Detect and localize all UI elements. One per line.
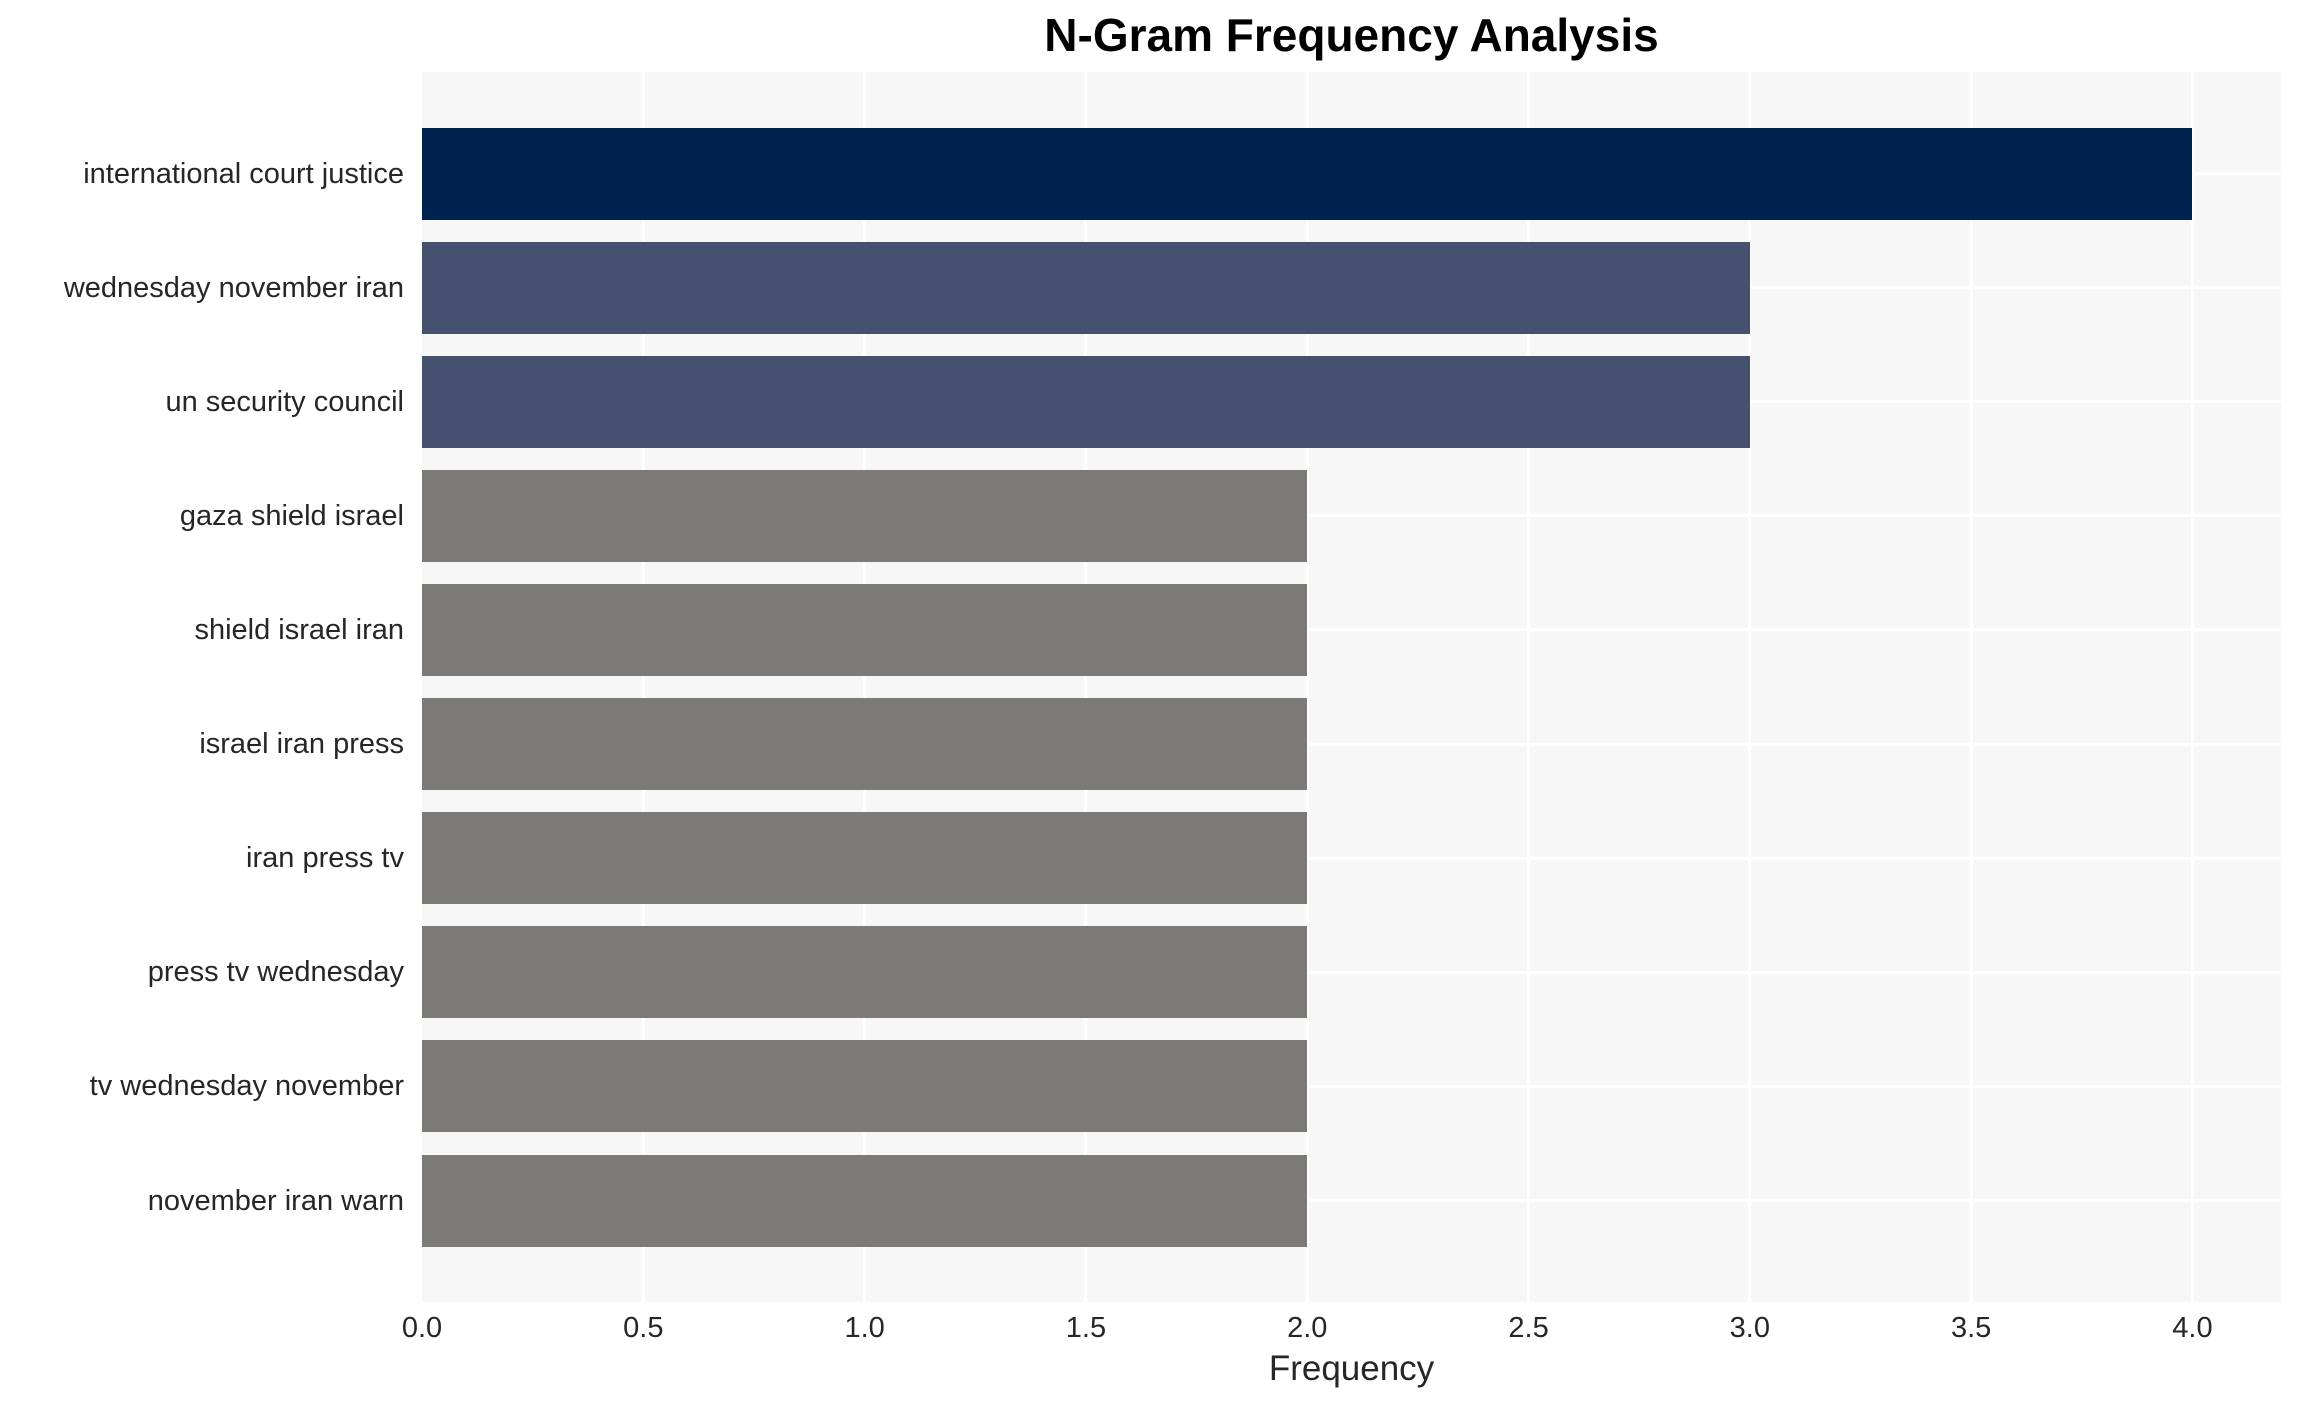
bar-shield-israel-iran [422,583,1308,676]
y-tick-label: un security council [165,385,404,418]
y-tick-label: iran press tv [246,842,404,875]
bar-un-security-council [422,355,1750,448]
x-axis-title: Frequency [1268,1349,1435,1388]
y-tick-label: press tv wednesday [147,956,404,989]
y-tick-label: november iran warn [147,1184,404,1217]
x-tick-label: 0.5 [623,1312,664,1344]
y-tick-label: shield israel iran [194,613,404,646]
horizontal-gridline [422,856,2281,860]
vertical-gridline [1969,72,1973,1302]
vertical-gridline [641,72,645,1302]
vertical-gridline [2190,72,2194,1302]
chart-title: N-Gram Frequency Analysis [1044,9,1659,61]
bar-november-iran-warn [422,1154,1308,1247]
vertical-gridline [1305,72,1309,1302]
x-tick-label: 1.0 [844,1312,885,1344]
x-tick-label: 3.5 [1950,1312,1992,1344]
y-tick-label: wednesday november iran [63,271,404,304]
y-tick-label: israel iran press [199,728,404,761]
horizontal-gridline [422,1199,2281,1202]
plot-area [422,72,2281,1302]
y-tick-label: international court justice [83,157,404,190]
horizontal-gridline [422,742,2281,746]
bar-press-tv-wednesday [422,926,1308,1019]
y-tick-label: gaza shield israel [179,499,404,532]
vertical-gridline [1084,72,1088,1302]
horizontal-gridline [422,970,2281,974]
vertical-gridline [1748,72,1752,1302]
y-tick-label: tv wednesday november [89,1070,404,1103]
x-tick-label: 2.0 [1287,1312,1328,1344]
bar-tv-wednesday-november [422,1040,1308,1133]
horizontal-gridline [422,1084,2281,1088]
horizontal-gridline [422,514,2281,518]
x-tick-label: 1.5 [1065,1312,1107,1344]
bar-wednesday-november-iran [422,241,1750,334]
vertical-gridline [1527,72,1531,1302]
bar-international-court-justice [422,127,2193,220]
x-tick-label: 4.0 [2172,1312,2213,1344]
bar-israel-iran-press [422,698,1308,791]
bar-gaza-shield-israel [422,469,1308,562]
x-tick-label: 3.0 [1729,1312,1771,1344]
x-tick-label: 2.5 [1508,1312,1549,1344]
horizontal-gridline [422,628,2281,632]
vertical-gridline [863,72,867,1302]
x-tick-label: 0.0 [401,1312,443,1344]
bar-iran-press-tv [422,812,1308,905]
